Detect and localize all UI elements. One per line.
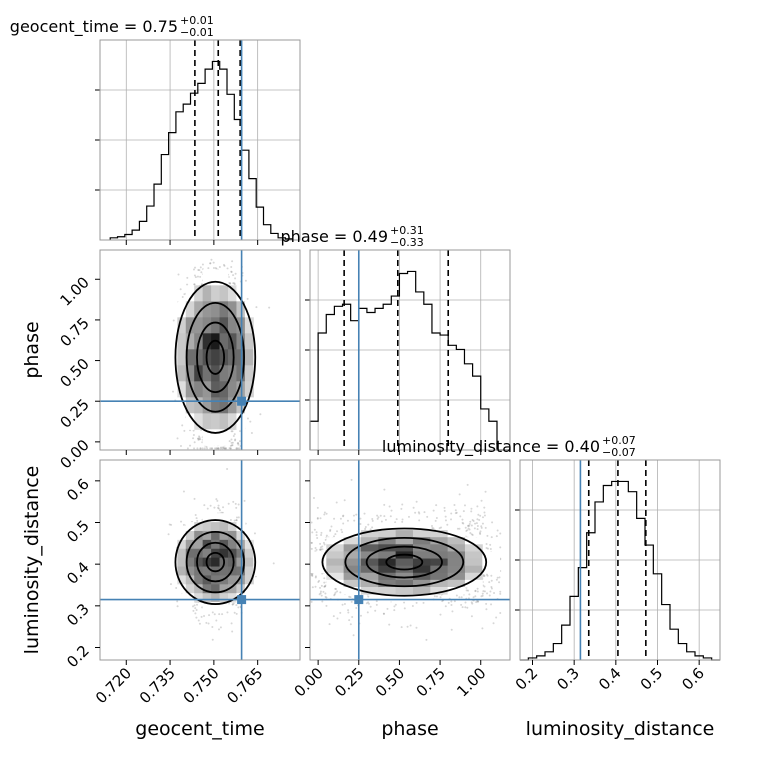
y-tick-label: 0.25 bbox=[56, 395, 92, 431]
panel-frame bbox=[99, 39, 301, 241]
title-lower-error: −0.07 bbox=[602, 446, 636, 459]
x-tick-label: 0.750 bbox=[180, 664, 223, 707]
contour-level-0 bbox=[174, 519, 257, 605]
contour-level-3 bbox=[205, 551, 226, 573]
x-tick-label: 0.765 bbox=[223, 664, 266, 707]
x-tick-label: 0.3 bbox=[553, 664, 583, 694]
histogram-phase bbox=[309, 270, 510, 451]
scatter-panel-geocent_time-luminosity_distance bbox=[95, 459, 301, 665]
y-tick-label: 0.50 bbox=[56, 355, 92, 391]
y-tick-label: 0.4 bbox=[63, 558, 93, 588]
density-layer bbox=[100, 250, 300, 450]
panel-frame bbox=[519, 459, 721, 661]
x-axis-label-geocent_time: geocent_time bbox=[135, 718, 264, 740]
y-axis-label-luminosity_distance: luminosity_distance bbox=[21, 466, 43, 655]
x-axis-label-phase: phase bbox=[381, 718, 438, 740]
panel-frame bbox=[309, 459, 511, 661]
y-tick-label: 0.6 bbox=[63, 475, 93, 505]
title-lower-error: −0.33 bbox=[390, 236, 424, 249]
scatter-panel-phase-luminosity_distance bbox=[305, 459, 511, 665]
density-layer bbox=[100, 460, 300, 660]
truth-marker bbox=[237, 595, 247, 605]
density-layer bbox=[310, 460, 510, 660]
hist-panel-geocent_time: geocent_time = 0.75 +0.01−0.01 bbox=[10, 14, 301, 245]
contour-level-2 bbox=[196, 541, 235, 583]
x-tick-label: 0.6 bbox=[678, 664, 708, 694]
x-tick-label: 0.25 bbox=[331, 664, 367, 700]
histogram-geocent_time bbox=[109, 60, 294, 240]
x-tick-label: 0.5 bbox=[637, 664, 667, 694]
contour-level-1 bbox=[185, 301, 245, 413]
contour-level-2 bbox=[365, 545, 443, 579]
title-upper-error: +0.07 bbox=[602, 434, 636, 447]
contour-level-2 bbox=[196, 321, 235, 393]
x-axis-label-luminosity_distance: luminosity_distance bbox=[526, 718, 715, 740]
x-tick-label: 0.00 bbox=[291, 664, 327, 700]
y-axis-label-phase: phase bbox=[21, 321, 43, 378]
x-tick-label: 0.50 bbox=[372, 664, 408, 700]
y-tick-label: 0.75 bbox=[56, 314, 92, 350]
contour-level-3 bbox=[205, 339, 226, 375]
y-tick-label: 0.2 bbox=[63, 642, 93, 672]
contour-level-0 bbox=[321, 527, 488, 597]
contour-level-0 bbox=[174, 280, 257, 434]
x-tick-label: 0.2 bbox=[512, 664, 542, 694]
panel-frame bbox=[309, 249, 511, 451]
panel-title-luminosity_distance: luminosity_distance = 0.40 bbox=[382, 437, 600, 457]
title-upper-error: +0.01 bbox=[180, 14, 214, 27]
y-tick-label: 1.00 bbox=[56, 273, 92, 309]
hist-panel-luminosity_distance: luminosity_distance = 0.40 +0.07−0.07 bbox=[382, 434, 721, 665]
x-tick-label: 0.75 bbox=[413, 664, 449, 700]
contour-level-1 bbox=[344, 536, 465, 588]
panel-title-geocent_time: geocent_time = 0.75 bbox=[10, 17, 178, 37]
x-tick-label: 0.720 bbox=[92, 664, 135, 707]
x-tick-label: 1.00 bbox=[453, 664, 489, 700]
x-tick-label: 0.4 bbox=[595, 664, 625, 694]
y-tick-label: 0.3 bbox=[63, 600, 93, 630]
y-tick-label: 0.00 bbox=[56, 436, 92, 472]
scatter-panel-geocent_time-phase bbox=[95, 249, 301, 455]
title-lower-error: −0.01 bbox=[180, 26, 214, 39]
histogram-luminosity_distance bbox=[520, 480, 720, 661]
panel-frame bbox=[99, 249, 301, 451]
y-tick-label: 0.5 bbox=[63, 517, 93, 547]
hist-panel-phase: phase = 0.49 +0.31−0.33 bbox=[281, 224, 511, 455]
contour-level-3 bbox=[385, 553, 424, 571]
truth-marker bbox=[354, 595, 364, 605]
truth-marker bbox=[237, 396, 247, 406]
panel-frame bbox=[99, 459, 301, 661]
contour-level-1 bbox=[185, 530, 245, 594]
x-tick-label: 0.735 bbox=[136, 664, 179, 707]
panel-title-phase: phase = 0.49 bbox=[281, 227, 388, 246]
title-upper-error: +0.31 bbox=[390, 224, 424, 237]
